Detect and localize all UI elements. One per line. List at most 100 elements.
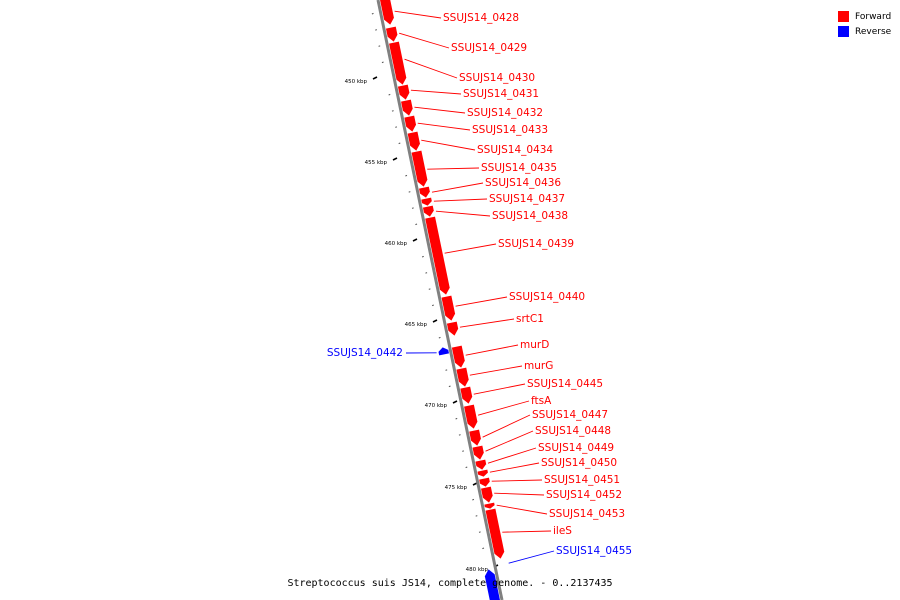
scale-tick-label: 460 kbp <box>385 241 408 247</box>
minor-tick <box>388 93 391 96</box>
label-leader-line <box>404 58 458 79</box>
gene-label-SSUJS14_0442[interactable]: SSUJS14_0442 <box>327 347 403 359</box>
gene-label-murD[interactable]: murD <box>520 339 549 351</box>
label-leader-line <box>491 479 543 482</box>
gene-feature-murG[interactable] <box>456 367 469 387</box>
minor-tick <box>395 126 398 128</box>
gene-label-SSUJS14_0448[interactable]: SSUJS14_0448 <box>535 425 611 437</box>
gene-feature-SSUJS14_0440[interactable] <box>441 295 456 321</box>
gene-feature-SSUJS14_0438[interactable] <box>422 205 434 217</box>
gene-feature-SSUJS14_0430[interactable] <box>389 41 407 85</box>
gene-feature-SSUJS14_0442[interactable] <box>438 347 449 356</box>
scale-ticks: 450 kbp 455 kbp 460 kbp 465 kbp 470 kbp 475 k… <box>345 12 499 598</box>
label-leader-line <box>494 492 545 496</box>
label-leader-line <box>433 198 488 202</box>
gene-label-SSUJS14_0439[interactable]: SSUJS14_0439 <box>498 238 574 250</box>
gene-feature-SSUJS14_0437[interactable] <box>421 197 432 206</box>
minor-tick <box>408 191 411 193</box>
gene-label-srtC1[interactable]: srtC1 <box>516 313 544 325</box>
gene-label-SSUJS14_0434[interactable]: SSUJS14_0434 <box>477 144 553 156</box>
label-leader-line <box>465 344 519 356</box>
forward-swatch <box>838 11 849 22</box>
gene-feature-SSUJS14_0449[interactable] <box>475 459 487 470</box>
gene-label-SSUJS14_0428[interactable]: SSUJS14_0428 <box>443 12 519 24</box>
gene-label-SSUJS14_0450[interactable]: SSUJS14_0450 <box>541 457 617 469</box>
label-leader-line <box>496 504 548 515</box>
minor-tick <box>458 434 461 436</box>
minor-tick <box>472 498 475 501</box>
gene-feature-SSUJS14_0450[interactable] <box>477 469 488 477</box>
gene-label-SSUJS14_0431[interactable]: SSUJS14_0431 <box>463 88 539 100</box>
genome-caption: Streptococcus suis JS14, complete genome… <box>287 578 613 589</box>
gene-feature-SSUJS14_0431[interactable] <box>397 84 410 100</box>
gene-feature-ileS[interactable] <box>485 508 505 559</box>
gene-feature-SSUJS14_0429[interactable] <box>385 26 398 42</box>
minor-tick <box>381 61 384 64</box>
minor-tick <box>428 288 431 290</box>
minor-tick <box>378 45 381 47</box>
gene-label-SSUJS14_0438[interactable]: SSUJS14_0438 <box>492 210 568 222</box>
gene-feature-SSUJS14_0452[interactable] <box>481 486 493 503</box>
gene-label-ileS[interactable]: ileS <box>553 525 572 537</box>
scale-tick-label: 455 kbp <box>365 160 388 166</box>
gene-label-SSUJS14_0455[interactable]: SSUJS14_0455 <box>556 545 632 557</box>
label-leader-line <box>508 550 555 564</box>
gene-label-SSUJS14_0429[interactable]: SSUJS14_0429 <box>451 42 527 54</box>
major-tick <box>432 319 438 323</box>
gene-feature-SSUJS14_0448[interactable] <box>472 445 484 460</box>
label-leader-line <box>459 318 515 328</box>
gene-feature-SSUJS14_0451[interactable] <box>479 477 490 487</box>
label-leader-line <box>399 32 450 49</box>
gene-label-SSUJS14_0451[interactable]: SSUJS14_0451 <box>544 474 620 486</box>
minor-tick <box>448 385 451 388</box>
gene-feature-SSUJS14_0439[interactable] <box>425 216 450 295</box>
label-leader-line <box>489 462 540 473</box>
gene-feature-SSUJS14_0453[interactable] <box>484 502 495 509</box>
gene-feature-SSUJS14_0455[interactable] <box>484 569 500 600</box>
minor-tick <box>411 207 414 209</box>
genome-backbone <box>376 0 504 600</box>
gene-label-SSUJS14_0432[interactable]: SSUJS14_0432 <box>467 107 543 119</box>
gene-feature-ftsA[interactable] <box>464 404 478 429</box>
gene-label-murG[interactable]: murG <box>524 360 553 372</box>
gene-feature-SSUJS14_0436[interactable] <box>419 186 430 198</box>
gene-label-SSUJS14_0437[interactable]: SSUJS14_0437 <box>489 193 565 205</box>
minor-tick <box>445 369 448 371</box>
minor-tick <box>415 223 418 226</box>
legend-entry-forward: Forward <box>838 9 891 24</box>
label-leader-line <box>477 400 530 416</box>
gene-label-SSUJS14_0449[interactable]: SSUJS14_0449 <box>538 442 614 454</box>
gene-label-SSUJS14_0436[interactable]: SSUJS14_0436 <box>485 177 561 189</box>
minor-tick <box>462 450 465 452</box>
label-leader-line <box>469 365 523 376</box>
label-leader-line <box>485 430 534 452</box>
gene-label-SSUJS14_0430[interactable]: SSUJS14_0430 <box>459 72 535 84</box>
gene-feature-SSUJS14_0433[interactable] <box>404 115 417 132</box>
minor-tick <box>421 255 424 258</box>
gene-label-SSUJS14_0452[interactable]: SSUJS14_0452 <box>546 489 622 501</box>
gene-label-SSUJS14_0447[interactable]: SSUJS14_0447 <box>532 409 608 421</box>
scale-tick-label: 450 kbp <box>345 79 368 85</box>
minor-tick <box>425 272 428 274</box>
minor-tick <box>465 466 468 469</box>
gene-feature-SSUJS14_0428[interactable] <box>380 0 394 25</box>
minor-tick <box>405 174 408 177</box>
gene-label-SSUJS14_0453[interactable]: SSUJS14_0453 <box>549 508 625 520</box>
gene-label-SSUJS14_0433[interactable]: SSUJS14_0433 <box>472 124 548 136</box>
gene-feature-murD[interactable] <box>451 345 465 368</box>
gene-feature-srtC1[interactable] <box>446 321 459 336</box>
label-leader-line <box>414 106 466 114</box>
scale-tick-label: 475 kbp <box>445 485 468 491</box>
gene-feature-SSUJS14_0434[interactable] <box>407 131 420 151</box>
gene-feature-SSUJS14_0432[interactable] <box>401 99 413 116</box>
gene-label-SSUJS14_0435[interactable]: SSUJS14_0435 <box>481 162 557 174</box>
gene-feature-SSUJS14_0435[interactable] <box>411 150 428 187</box>
gene-features <box>380 0 505 600</box>
gene-feature-SSUJS14_0447[interactable] <box>469 429 481 446</box>
gene-labels: SSUJS14_0428 SSUJS14_0429 SSUJS14_0430 SSUJ… <box>327 10 632 564</box>
gene-feature-SSUJS14_0445[interactable] <box>460 386 473 404</box>
gene-label-SSUJS14_0445[interactable]: SSUJS14_0445 <box>527 378 603 390</box>
gene-label-SSUJS14_0440[interactable]: SSUJS14_0440 <box>509 291 585 303</box>
gene-label-ftsA[interactable]: ftsA <box>531 395 552 407</box>
label-leader-line <box>410 89 462 95</box>
